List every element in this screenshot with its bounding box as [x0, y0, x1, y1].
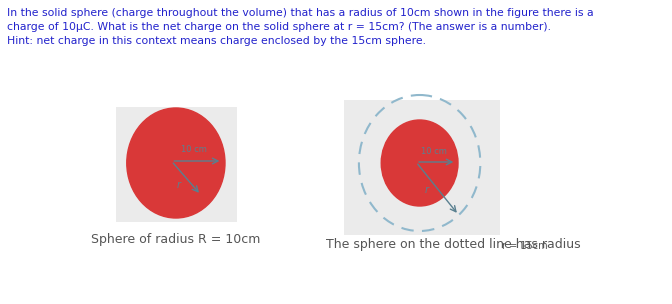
Circle shape: [398, 139, 441, 187]
Circle shape: [142, 126, 209, 200]
Text: r = 15cm: r = 15cm: [502, 241, 548, 251]
Circle shape: [127, 108, 225, 218]
Text: In the solid sphere (charge throughout the volume) that has a radius of 10cm sho: In the solid sphere (charge throughout t…: [7, 8, 594, 18]
Circle shape: [151, 136, 200, 191]
Circle shape: [160, 145, 192, 181]
Circle shape: [140, 123, 212, 203]
Circle shape: [406, 148, 433, 178]
Circle shape: [407, 149, 432, 177]
Circle shape: [175, 162, 177, 164]
Circle shape: [154, 138, 198, 188]
Circle shape: [394, 134, 446, 192]
Text: charge of 10μC. What is the net charge on the solid sphere at r = 15cm? (The ans: charge of 10μC. What is the net charge o…: [7, 22, 551, 32]
Circle shape: [415, 158, 425, 168]
Text: r: r: [177, 180, 181, 190]
Circle shape: [392, 133, 446, 193]
Circle shape: [387, 126, 452, 199]
Circle shape: [165, 150, 187, 175]
Circle shape: [381, 120, 458, 206]
Circle shape: [399, 140, 439, 185]
Circle shape: [166, 152, 185, 174]
Circle shape: [129, 111, 222, 215]
Circle shape: [383, 122, 456, 204]
Circle shape: [386, 125, 453, 201]
Circle shape: [142, 125, 210, 202]
Circle shape: [144, 127, 208, 199]
Circle shape: [391, 131, 448, 195]
Circle shape: [390, 130, 450, 196]
Text: The sphere on the dotted line has radius: The sphere on the dotted line has radius: [326, 238, 585, 251]
Bar: [344, 100, 500, 235]
Circle shape: [171, 157, 181, 168]
Circle shape: [401, 143, 438, 183]
Circle shape: [405, 147, 434, 179]
Circle shape: [148, 131, 204, 195]
Circle shape: [419, 162, 421, 164]
Circle shape: [396, 137, 443, 189]
Circle shape: [169, 155, 183, 171]
Circle shape: [163, 149, 188, 177]
Circle shape: [410, 152, 429, 174]
Circle shape: [385, 124, 454, 202]
Circle shape: [157, 141, 196, 185]
Circle shape: [135, 118, 216, 208]
Circle shape: [172, 159, 179, 167]
Circle shape: [417, 160, 423, 166]
Text: Hint: net charge in this context means charge enclosed by the 15cm sphere.: Hint: net charge in this context means c…: [7, 36, 426, 46]
Circle shape: [153, 137, 199, 189]
Circle shape: [405, 146, 435, 180]
Circle shape: [161, 147, 191, 179]
Circle shape: [389, 129, 450, 197]
Circle shape: [138, 120, 214, 206]
Circle shape: [392, 132, 448, 194]
Bar: [116, 107, 237, 222]
Circle shape: [394, 135, 445, 191]
Circle shape: [413, 155, 426, 171]
Circle shape: [384, 123, 455, 203]
Circle shape: [403, 144, 437, 182]
Circle shape: [145, 129, 206, 197]
Circle shape: [163, 148, 190, 178]
Circle shape: [170, 156, 182, 170]
Circle shape: [409, 151, 430, 175]
Circle shape: [414, 157, 425, 169]
Circle shape: [411, 153, 428, 173]
Circle shape: [173, 160, 178, 166]
Text: Sphere of radius R = 10cm: Sphere of radius R = 10cm: [91, 233, 261, 246]
Circle shape: [416, 159, 423, 167]
Circle shape: [388, 127, 452, 199]
Circle shape: [146, 130, 206, 196]
Circle shape: [159, 144, 193, 182]
Circle shape: [403, 145, 436, 181]
Circle shape: [398, 138, 442, 188]
Circle shape: [412, 154, 427, 171]
Circle shape: [155, 140, 197, 186]
Circle shape: [382, 121, 457, 205]
Circle shape: [133, 115, 219, 211]
Text: r: r: [425, 185, 429, 195]
Text: 10 cm: 10 cm: [421, 147, 447, 156]
Circle shape: [130, 112, 221, 214]
Text: 10 cm: 10 cm: [181, 145, 207, 154]
Circle shape: [150, 134, 202, 192]
Circle shape: [149, 133, 203, 193]
Circle shape: [167, 154, 185, 173]
Circle shape: [396, 136, 444, 190]
Circle shape: [401, 141, 439, 185]
Circle shape: [134, 116, 218, 210]
Circle shape: [157, 142, 194, 184]
Circle shape: [139, 122, 213, 204]
Circle shape: [136, 119, 215, 207]
Circle shape: [418, 161, 421, 165]
Circle shape: [128, 109, 224, 217]
Circle shape: [132, 113, 220, 212]
Circle shape: [408, 150, 431, 176]
